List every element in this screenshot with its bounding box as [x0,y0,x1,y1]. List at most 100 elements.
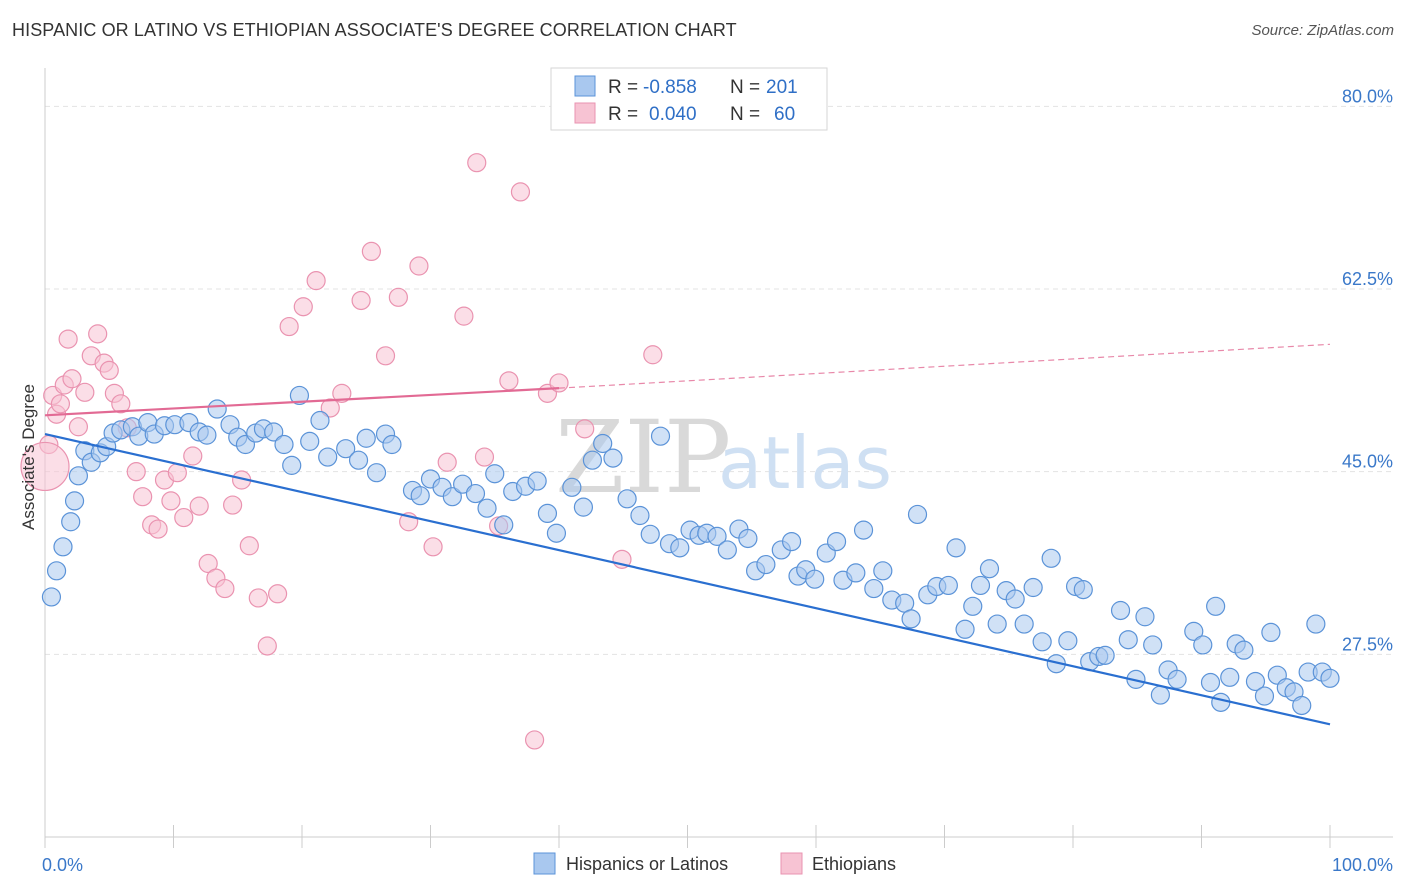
hispanics-point-125 [1211,692,1231,712]
hispanics-point-102 [1014,614,1034,634]
hispanics-point-86 [873,561,893,581]
ethiopians-point-47 [437,452,457,472]
top-legend: R = -0.858 N = 201 R = 0.040 N = 60 [550,67,828,131]
hispanics-point-34 [336,439,356,459]
hispanics-point-61 [630,505,650,526]
ethiopians-points [20,153,663,750]
y-tick-label-0: 27.5% [1342,634,1393,654]
hispanics-point-56 [573,497,594,517]
hispanics-trend-line [44,433,1331,726]
hispanics-point-44 [442,487,462,507]
bottom-legend-swatch-pink [780,852,803,875]
ethiopians-point-7 [68,417,89,437]
hispanics-point-83 [846,563,866,583]
bottom-legend-label-pink: Ethiopians [812,854,896,874]
hispanics-point-72 [738,528,758,549]
hispanics-point-5 [68,466,89,486]
legend-n-value-pink: 60 [774,104,795,125]
hispanics-point-120 [1167,669,1187,689]
hispanics-point-122 [1193,635,1213,655]
hispanics-point-52 [527,471,547,491]
bottom-legend-swatch-blue [533,852,556,875]
bottom-legend: Hispanics or Latinos Ethiopians [533,852,896,875]
hispanics-point-79 [805,569,825,589]
legend-r-label-blue: R = [608,77,638,98]
ethiopians-point-large [20,441,70,492]
hispanics-point-128 [1234,640,1254,660]
hispanics-point-2 [53,537,73,557]
hispanics-point-59 [603,448,623,468]
hispanics-point-30 [289,385,310,406]
x-tick-label-0: 0.0% [42,855,83,875]
hispanics-point-37 [366,463,387,483]
hispanics-point-4 [64,491,85,511]
hispanics-point-124 [1206,596,1226,616]
ethiopians-point-38 [320,398,340,418]
ethiopians-point-35 [279,316,299,337]
legend-r-value-blue: -0.858 [643,77,697,98]
hispanics-point-96 [963,596,983,616]
hispanics-point-84 [853,520,874,540]
ethiopians-point-59 [643,345,663,365]
ethiopians-point-57 [575,419,595,439]
hispanics-point-31 [300,431,320,451]
hispanics-point-113 [1110,600,1131,621]
hispanics-point-58 [593,433,613,454]
chart-source: Source: ZipAtlas.com [1251,22,1394,39]
hispanics-point-70 [717,540,737,560]
ethiopians-point-45 [409,256,429,276]
ethiopians-point-12 [99,360,119,381]
hispanics-point-135 [1292,695,1312,716]
ethiopians-point-5 [58,329,78,349]
hispanics-point-54 [546,523,567,543]
legend-n-value-blue: 201 [766,77,798,98]
ethiopians-point-6 [62,369,82,389]
hispanics-point-49 [494,515,514,535]
hispanics-point-139 [1320,668,1340,688]
legend-swatch-blue [574,75,596,97]
hispanics-point-130 [1254,686,1275,706]
hispanics-point-28 [274,434,294,455]
legend-swatch-pink [574,102,596,124]
y-tick-label-2: 62.5% [1342,269,1393,289]
ethiopians-point-54 [524,730,545,750]
ethiopians-trend-line [44,387,560,417]
hispanics-point-21 [207,399,227,419]
ethiopians-point-19 [148,519,168,539]
hispanics-point-65 [670,538,690,558]
legend-r-value-pink: 0.040 [649,104,697,125]
hispanics-point-117 [1143,635,1163,655]
y-tick-labels: 27.5% 45.0% 62.5% 80.0% [1342,86,1393,654]
ethiopians-point-41 [361,241,381,262]
ethiopians-point-42 [375,346,396,366]
chart-title: HISPANIC OR LATINO VS ETHIOPIAN ASSOCIAT… [12,20,737,40]
ethiopians-point-52 [499,371,519,391]
x-tick-label-1: 100.0% [1332,855,1393,875]
hispanics-point-81 [826,531,847,552]
hispanics-point-104 [1032,632,1052,652]
hispanics-point-53 [537,503,558,524]
ethiopians-point-34 [267,584,288,604]
hispanics-point-101 [1005,589,1025,609]
hispanics-point-3 [61,512,81,532]
ethiopians-point-24 [183,446,203,466]
hispanics-point-63 [650,426,671,446]
ethiopians-point-10 [88,324,108,344]
y-tick-label-3: 80.0% [1342,86,1393,106]
hispanics-point-33 [318,447,338,467]
hispanics-point-131 [1261,622,1281,643]
hispanics-point-74 [756,554,776,575]
ethiopians-point-25 [189,496,209,516]
hispanics-point-129 [1245,671,1266,692]
hispanics-point-126 [1220,667,1240,687]
hispanics-point-32 [310,410,330,431]
ethiopians-point-3 [50,394,71,414]
ethiopians-point-43 [388,287,408,307]
ethiopians-trend-line-dashed [558,343,1331,389]
hispanics-point-29 [282,455,302,475]
hispanics-point-27 [264,422,284,442]
hispanics-point-99 [987,614,1007,634]
hispanics-point-89 [901,609,921,629]
hispanics-point-105 [1041,548,1061,568]
hispanics-point-109 [1073,580,1093,600]
